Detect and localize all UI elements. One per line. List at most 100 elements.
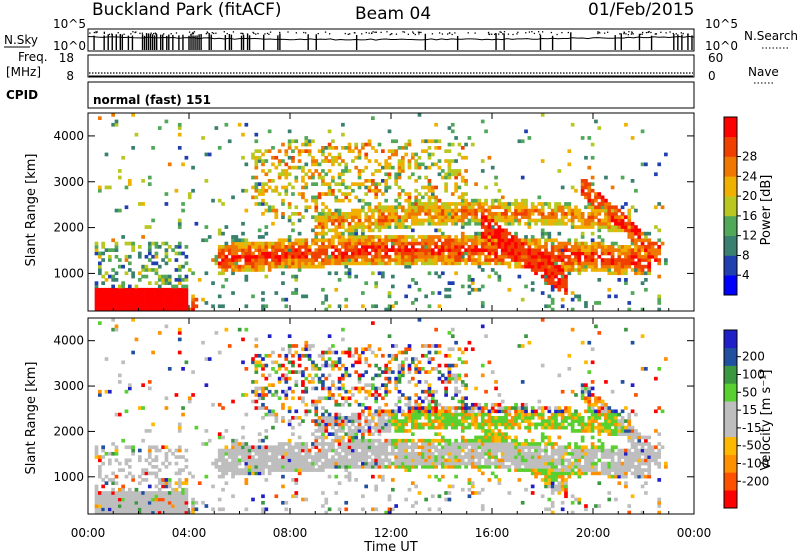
velocity-cell: [331, 416, 335, 420]
power-cell: [621, 225, 625, 229]
velocity-cell: [311, 462, 315, 466]
power-cell: [108, 304, 112, 308]
velocity-cell: [428, 387, 432, 391]
power-cell: [171, 295, 175, 299]
velocity-cell: [258, 387, 262, 391]
power-cell: [564, 285, 568, 289]
velocity-cell: [421, 406, 425, 410]
power-cell: [528, 248, 532, 252]
power-cell: [478, 235, 482, 239]
velocity-cell: [148, 491, 152, 495]
power-cell: [294, 212, 298, 216]
power-cell: [434, 205, 438, 209]
power-cell: [441, 242, 445, 246]
velocity-cell: [254, 462, 258, 466]
power-cell: [334, 215, 338, 219]
power-cell: [258, 265, 262, 269]
velocity-cell: [268, 455, 272, 459]
power-cell: [284, 163, 288, 167]
power-cell: [471, 278, 475, 282]
power-cell: [401, 159, 405, 163]
power-cell: [491, 229, 495, 233]
velocity-cell: [434, 455, 438, 459]
noise-search-point: [502, 33, 503, 34]
velocity-cell: [121, 494, 125, 498]
velocity-cell: [288, 445, 292, 449]
power-cell: [414, 248, 418, 252]
noise-search-point: [224, 31, 225, 32]
power-cell: [101, 258, 105, 262]
velocity-cell: [281, 406, 285, 410]
power-cell: [571, 262, 575, 266]
power-cell: [101, 275, 105, 279]
power-cell: [554, 222, 558, 226]
power-cell: [561, 209, 565, 213]
velocity-cell: [268, 468, 272, 472]
velocity-cell: [278, 458, 282, 462]
velocity-cell: [118, 501, 122, 505]
power-cell: [381, 215, 385, 219]
velocity-cell: [98, 498, 102, 502]
velocity-cell: [301, 449, 305, 453]
velocity-cell: [378, 445, 382, 449]
power-cell: [448, 288, 452, 292]
power-cell: [378, 245, 382, 249]
velocity-cell: [411, 442, 415, 446]
power-cell: [587, 182, 591, 186]
velocity-cell: [161, 491, 165, 495]
power-cell: [284, 252, 288, 256]
power-cell: [288, 235, 292, 239]
power-cell: [165, 255, 169, 259]
velocity-cell: [264, 465, 268, 469]
power-cell: [141, 275, 145, 279]
noise-search-point: [268, 34, 269, 35]
velocity-cell: [251, 357, 255, 361]
velocity-cell: [244, 455, 248, 459]
power-cell: [644, 163, 648, 167]
power-cell: [448, 258, 452, 262]
power-cell: [115, 278, 119, 282]
power-cell: [451, 159, 455, 163]
power-cell: [624, 245, 628, 249]
power-cell: [394, 252, 398, 256]
velocity-cell: [361, 449, 365, 453]
velocity-cell: [344, 416, 348, 420]
power-cell: [328, 212, 332, 216]
power-cell: [621, 176, 625, 180]
velocity-cell: [408, 380, 412, 384]
power-cell: [454, 136, 458, 140]
power-cell: [587, 196, 591, 200]
power-cell: [181, 252, 185, 256]
velocity-cell: [244, 465, 248, 469]
power-cell: [404, 238, 408, 242]
power-cell: [504, 262, 508, 266]
power-cell: [474, 219, 478, 223]
power-cell: [165, 252, 169, 256]
power-cell: [541, 202, 545, 206]
power-cell: [484, 199, 488, 203]
power-cell: [411, 245, 415, 249]
velocity-cell: [334, 413, 338, 417]
velocity-cell: [354, 432, 358, 436]
power-cell: [514, 248, 518, 252]
velocity-cell: [348, 354, 352, 358]
velocity-cell: [318, 436, 322, 440]
power-colorbar-label: 4: [742, 268, 750, 282]
velocity-cell: [364, 458, 368, 462]
power-cell: [627, 248, 631, 252]
power-cell: [538, 196, 542, 200]
power-cell: [647, 245, 651, 249]
power-cell: [361, 291, 365, 295]
power-cell: [597, 268, 601, 272]
power-cell: [145, 295, 149, 299]
power-cell: [348, 232, 352, 236]
power-cell: [318, 265, 322, 269]
power-cell: [398, 219, 402, 223]
power-cell: [304, 186, 308, 190]
power-cell: [454, 219, 458, 223]
power-cell: [664, 262, 668, 266]
power-colorbar-label: 28: [742, 150, 757, 164]
power-cell: [464, 242, 468, 246]
velocity-cell: [274, 390, 278, 394]
velocity-cell: [384, 465, 388, 469]
